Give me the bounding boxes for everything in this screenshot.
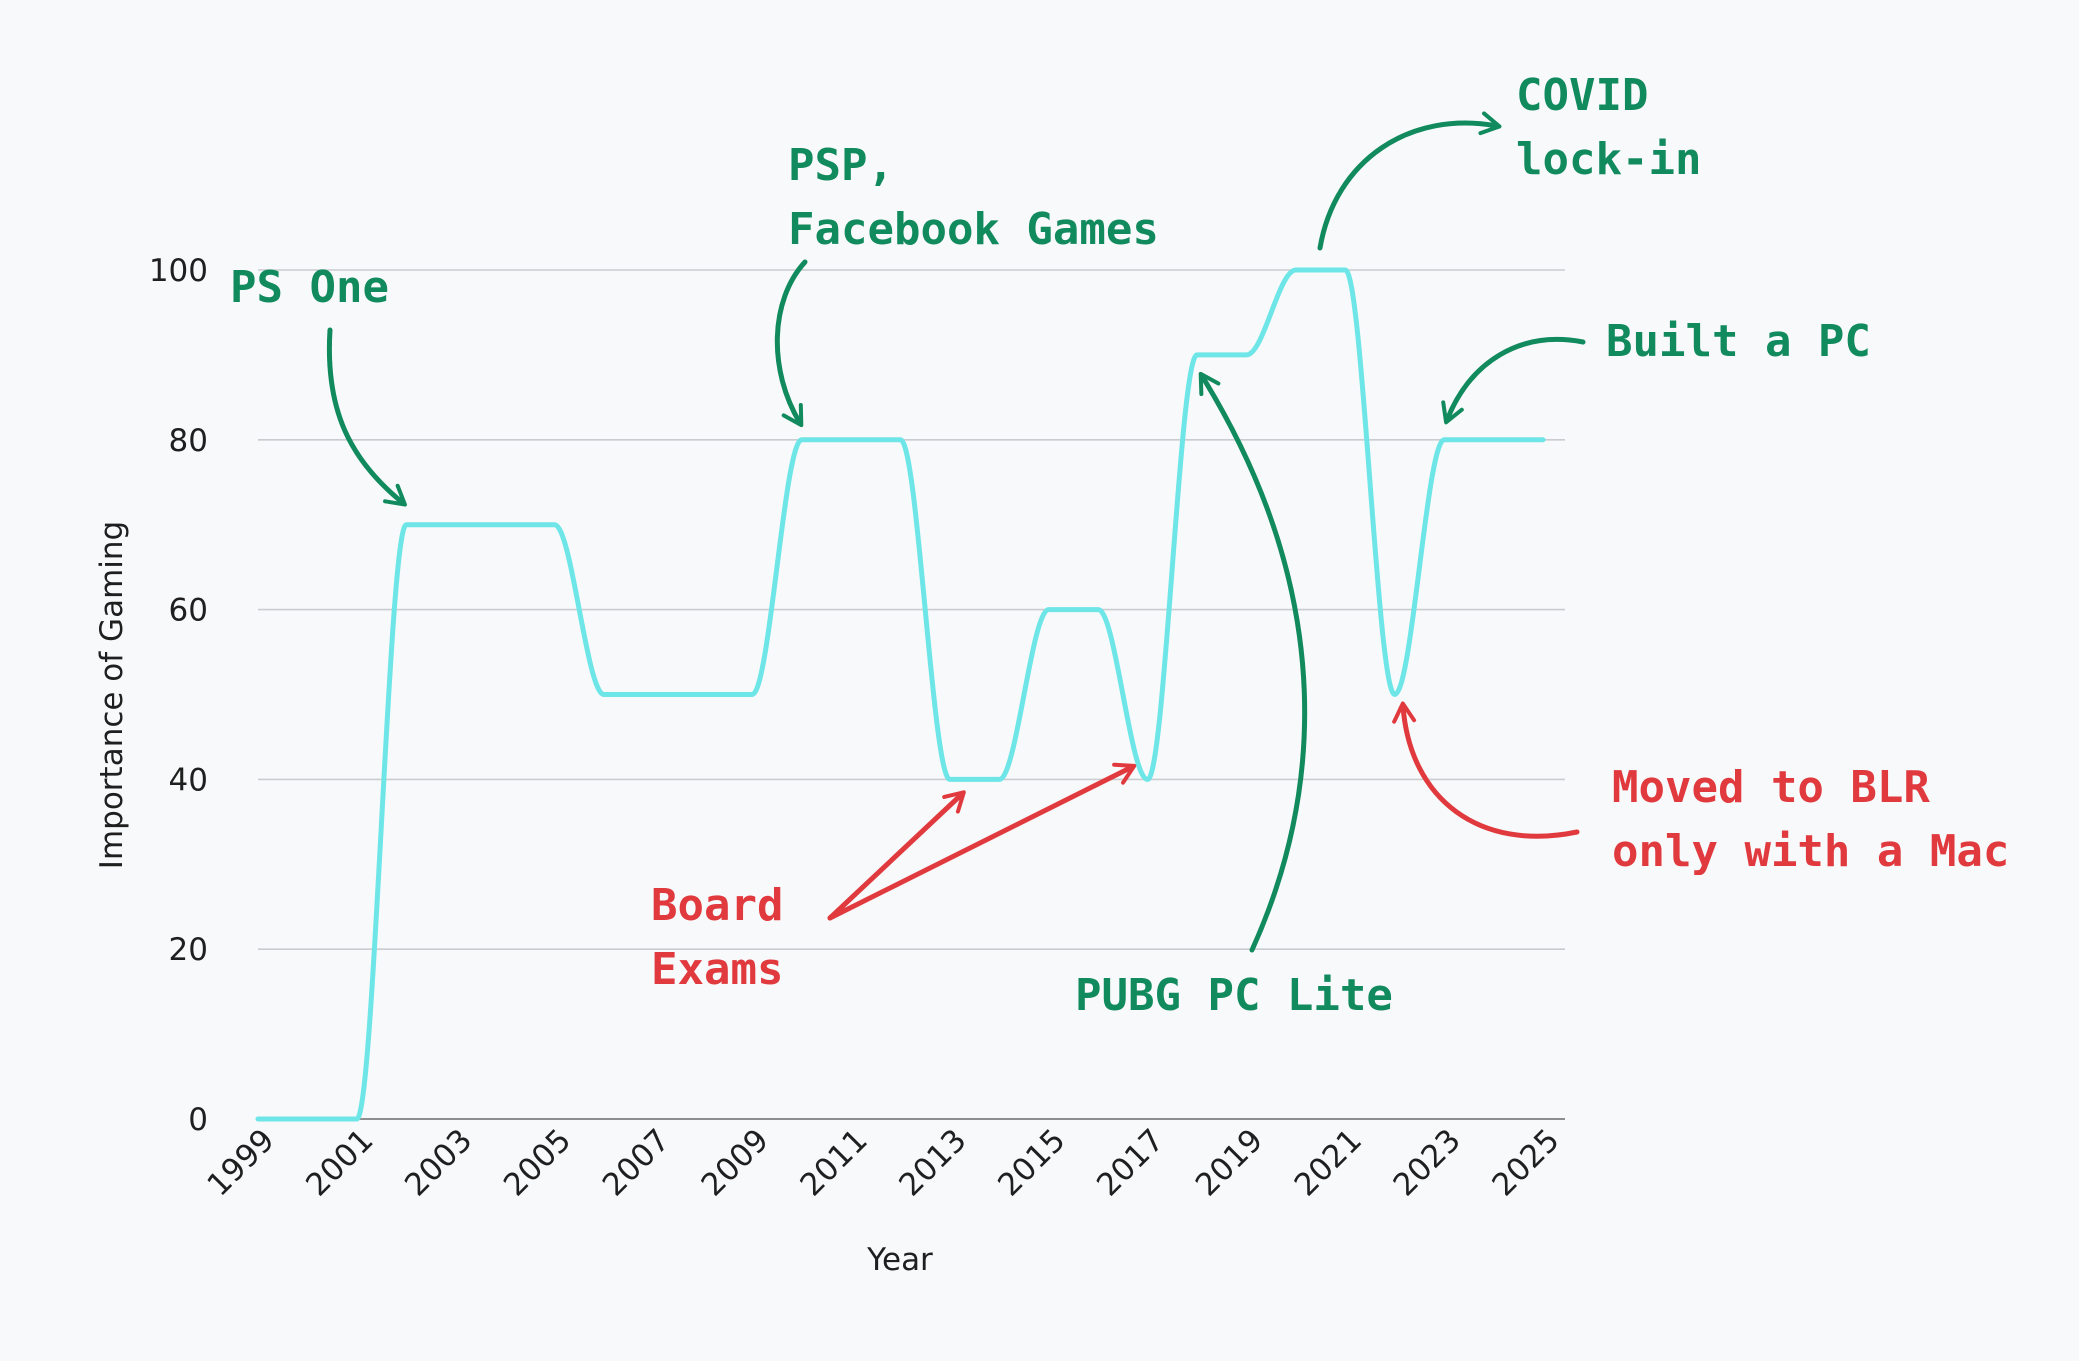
y-axis-ticks: 0 20 40 60 80 100 [149, 253, 208, 1138]
y-tick-label: 40 [169, 762, 208, 798]
arrow-built-pc [1441, 337, 1586, 425]
y-axis-title: Importance of Gaming [94, 521, 130, 869]
x-tick-label: 2023 [1387, 1122, 1468, 1203]
annotations: PS One PSP, Facebook Games COVID lock-in… [230, 70, 2009, 1021]
series-line [255, 267, 1546, 1122]
annotation-built-pc: Built a PC [1606, 316, 1871, 367]
x-tick-label: 2015 [991, 1122, 1072, 1203]
x-tick-label: 2017 [1090, 1122, 1171, 1203]
annotation-covid: COVID lock-in [1516, 70, 1701, 185]
x-tick-label: 2021 [1288, 1122, 1369, 1203]
x-tick-label: 2025 [1485, 1122, 1566, 1203]
arrow-board-exams-2 [827, 762, 1137, 921]
y-tick-label: 20 [169, 932, 208, 968]
y-tick-label: 60 [169, 593, 208, 629]
arrow-ps-one [326, 327, 407, 507]
x-tick-label: 2005 [497, 1122, 578, 1203]
x-tick-label: 2013 [892, 1122, 973, 1203]
arrow-covid [1317, 111, 1502, 251]
x-axis-ticks: 1999 2001 2003 2005 2007 2009 2011 2013 2015 2017… [200, 1122, 1566, 1203]
arrow-pubg [1198, 371, 1308, 953]
annotation-ps-one: PS One [230, 262, 389, 313]
x-tick-label: 1999 [200, 1122, 281, 1203]
arrow-psp [774, 259, 808, 428]
annotation-arrows [326, 111, 1586, 953]
x-tick-label: 2007 [596, 1122, 677, 1203]
x-axis-title: Year [866, 1242, 933, 1278]
y-tick-label: 100 [149, 253, 208, 289]
annotation-pubg: PUBG PC Lite [1075, 970, 1393, 1021]
y-tick-label: 80 [169, 423, 208, 459]
annotation-blr: Moved to BLR only with a Mac [1612, 762, 2009, 877]
arrow-blr [1392, 701, 1580, 839]
y-tick-label: 0 [188, 1102, 208, 1138]
x-tick-label: 2009 [695, 1122, 776, 1203]
x-tick-label: 2001 [299, 1122, 380, 1203]
annotation-psp: PSP, Facebook Games [788, 140, 1159, 255]
x-tick-label: 2003 [398, 1122, 479, 1203]
arrow-board-exams-1 [827, 790, 966, 921]
grid-lines [258, 269, 1565, 1120]
annotation-board-exams: Board Exams [651, 880, 810, 995]
x-tick-label: 2019 [1189, 1122, 1270, 1203]
x-tick-label: 2011 [793, 1122, 874, 1203]
